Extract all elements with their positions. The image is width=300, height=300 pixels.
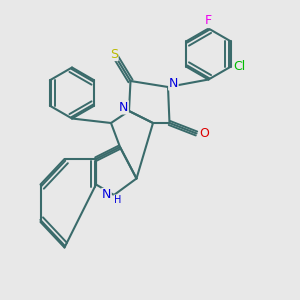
Text: Cl: Cl [233, 60, 246, 73]
Text: N: N [169, 77, 178, 90]
Text: N: N [119, 101, 128, 114]
Text: O: O [199, 127, 209, 140]
Text: H: H [114, 195, 121, 205]
Text: N: N [102, 188, 111, 202]
Text: S: S [110, 47, 118, 61]
Text: F: F [205, 14, 212, 28]
